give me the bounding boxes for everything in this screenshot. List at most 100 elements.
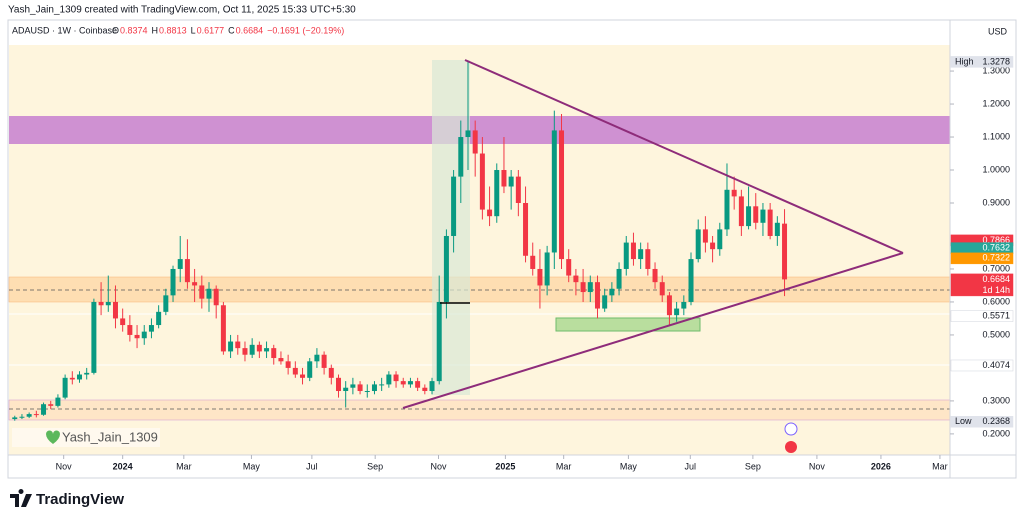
candle-body: [213, 288, 219, 306]
x-tick-label: 2025: [495, 461, 515, 471]
candle-body: [314, 354, 320, 362]
candle-body: [235, 341, 241, 349]
candle-body: [465, 130, 471, 138]
candle-body: [594, 282, 600, 309]
x-tick-label: 2024: [113, 461, 133, 471]
candle-body: [652, 268, 658, 283]
candle-body: [242, 348, 248, 355]
candle-body: [307, 361, 313, 378]
price-tag-value: 0.6684: [982, 274, 1010, 284]
logo-icon: [10, 488, 32, 507]
candle-body: [105, 301, 111, 306]
header: Yash_Jain_1309 created with TradingView.…: [8, 5, 356, 16]
candle-body: [436, 301, 442, 382]
candle-body: [616, 268, 622, 289]
heart-icon: [46, 430, 60, 444]
price-tag-label: High: [955, 56, 974, 66]
candles: [12, 61, 788, 421]
x-tick-label: Nov: [430, 461, 447, 471]
x-tick-label: Nov: [809, 461, 826, 471]
candle-body: [472, 130, 478, 154]
candle-body: [256, 344, 262, 352]
price-tag: [950, 310, 1014, 322]
candle-body: [782, 223, 788, 280]
event-icon[interactable]: [784, 422, 798, 436]
candle-body: [134, 334, 140, 339]
candle-body: [443, 235, 449, 302]
x-tick-label: Jul: [306, 461, 318, 471]
candle-body: [566, 259, 572, 276]
candle-body: [184, 259, 190, 283]
y-tick-label: 0.6000: [982, 296, 1010, 306]
candle-body: [91, 301, 97, 373]
x-tick-label: Mar: [176, 461, 192, 471]
resistance-zone: [9, 116, 950, 144]
candle-body: [487, 209, 493, 217]
candle-body: [746, 206, 752, 227]
candle-body: [774, 222, 780, 236]
x-tick-label: Sep: [745, 461, 761, 471]
candle-body: [156, 311, 162, 326]
price-tag-value: 0.5571: [982, 310, 1010, 320]
price-tag-value: 0.7632: [982, 242, 1010, 252]
candle-body: [328, 367, 334, 378]
candle-body: [249, 344, 255, 355]
candle-body: [19, 416, 25, 418]
candle-body: [98, 301, 104, 306]
price-tag: [950, 56, 1014, 68]
demand-box: [555, 317, 701, 332]
y-tick-label: 0.2000: [982, 428, 1010, 438]
candle-body: [170, 268, 176, 296]
candle-body: [630, 242, 636, 260]
x-tick-label: May: [243, 461, 261, 471]
price-tag-countdown: 1d 14h: [982, 285, 1010, 295]
candle-body: [738, 196, 744, 227]
candle-body: [407, 381, 413, 385]
candle-body: [645, 249, 651, 269]
y-tick-label: 1.1000: [982, 131, 1010, 141]
ohlc-letter: C: [228, 25, 235, 35]
candle-body: [321, 354, 327, 368]
candle-body: [192, 282, 198, 286]
candle-body: [674, 308, 680, 316]
candle-body: [148, 325, 154, 332]
candle-body: [695, 229, 701, 260]
candle-body: [357, 384, 363, 392]
candle-body: [177, 259, 183, 269]
price-tag-value: 0.7866: [982, 235, 1010, 245]
symbol: ADAUSD · 1W · Coinbase: [12, 25, 117, 35]
candle-body: [731, 189, 737, 197]
currency: USD: [988, 26, 1008, 36]
plot-background: [9, 45, 950, 455]
price-tag: [950, 416, 1014, 428]
candle-body: [609, 288, 615, 296]
ohlc-letter: H: [152, 25, 159, 35]
candle-body: [537, 268, 543, 286]
candle-body: [638, 249, 644, 260]
candle-body: [48, 404, 54, 406]
y-tick-label: 1.2000: [982, 98, 1010, 108]
candle-body: [702, 229, 708, 243]
event-icon[interactable]: [785, 441, 797, 453]
candle-body: [206, 288, 212, 299]
candle-body: [393, 374, 399, 382]
price-tag: [950, 252, 1014, 265]
change: −0.1691 (−20.19%): [267, 25, 344, 35]
price-tag-value: 0.2368: [982, 416, 1010, 426]
candle-body: [120, 318, 126, 326]
y-tick-label: 1.0000: [982, 164, 1010, 174]
price-tag-value: 0.7322: [982, 253, 1010, 263]
candle-body: [350, 384, 356, 388]
candle-body: [271, 348, 277, 359]
y-tick-label: 0.7000: [982, 263, 1010, 273]
candle-body: [33, 414, 39, 416]
candle-body: [429, 381, 435, 392]
candle-body: [278, 358, 284, 362]
candle-body: [141, 331, 147, 339]
candle-body: [422, 387, 428, 392]
support-zone: [8, 276, 951, 303]
candle-body: [544, 252, 550, 286]
candle-body: [199, 285, 205, 299]
x-tick-label: Mar: [556, 461, 572, 471]
